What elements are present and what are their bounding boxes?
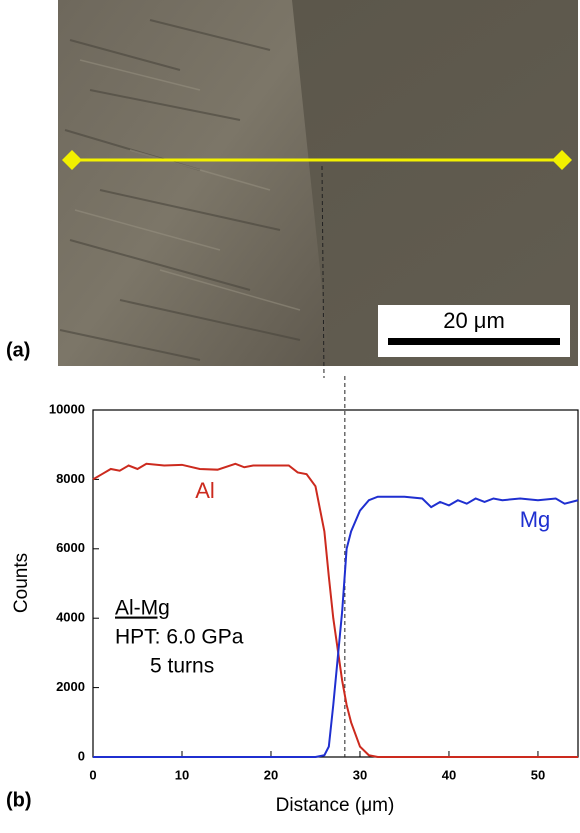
y-tick-label: 6000 xyxy=(56,540,85,555)
panel-label: (b) xyxy=(6,789,32,811)
x-tick-label: 50 xyxy=(531,767,545,782)
scale-bar-label: 20 μm xyxy=(443,308,505,333)
plot-frame xyxy=(93,410,578,757)
annotation: HPT: 6.0 GPa xyxy=(115,626,244,649)
y-tick-label: 0 xyxy=(78,748,85,763)
series-label: Mg xyxy=(520,507,551,532)
y-tick-label: 8000 xyxy=(56,471,85,486)
figure: 20 μm (a) (b) Distance (μm) Counts 0 2000… xyxy=(0,0,580,828)
x-tick-label: 20 xyxy=(264,767,278,782)
annotation: 5 turns xyxy=(150,655,214,678)
y-tick-label: 10000 xyxy=(49,401,85,416)
y-tick-label: 4000 xyxy=(56,610,85,625)
x-tick-label: 40 xyxy=(442,767,456,782)
sem-image: 20 μm xyxy=(58,0,578,378)
x-axis-label: Distance (μm) xyxy=(276,795,395,816)
x-tick-label: 0 xyxy=(89,767,96,782)
x-tick-label: 30 xyxy=(353,767,367,782)
x-tick-label: 10 xyxy=(175,767,189,782)
series-label: Al xyxy=(195,478,215,503)
annotation: Al-Mg xyxy=(115,597,170,620)
panel-label: (a) xyxy=(6,339,30,361)
y-tick-label: 2000 xyxy=(56,679,85,694)
y-axis-label: Counts xyxy=(11,553,32,613)
